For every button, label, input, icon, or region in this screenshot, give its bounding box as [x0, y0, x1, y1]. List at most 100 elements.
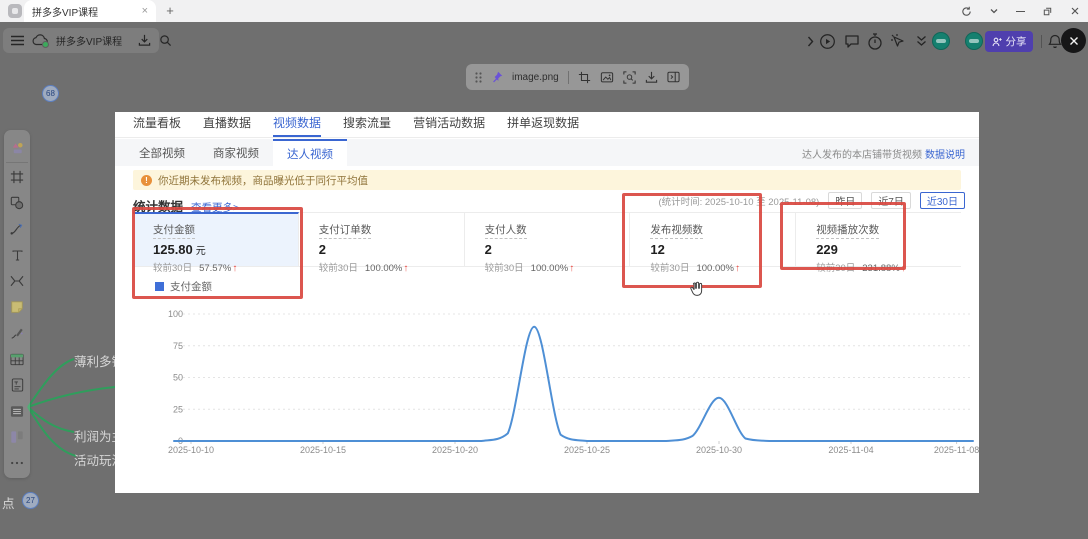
connector-tool[interactable]	[6, 216, 28, 242]
refresh-icon[interactable]	[953, 0, 980, 22]
node-count-badge[interactable]: 27	[22, 492, 39, 509]
cloud-sync-icon	[32, 33, 49, 48]
svg-text:50: 50	[173, 373, 183, 383]
mindmap-branches	[27, 358, 116, 457]
table-tool[interactable]	[6, 346, 28, 372]
more-tools[interactable]	[6, 450, 28, 476]
collapsed-node-text[interactable]: 点	[2, 497, 15, 511]
svg-text:25: 25	[173, 404, 183, 414]
mindmap-node-label[interactable]: 利润为主	[74, 430, 125, 444]
subtab-all-videos[interactable]: 全部视频	[139, 147, 185, 160]
tab-search-traffic[interactable]: 搜索流量	[343, 116, 392, 130]
data-explain-link[interactable]: 数据说明	[925, 150, 965, 161]
tab-live-data[interactable]: 直播数据	[203, 116, 252, 130]
stat-label: 支付人数	[484, 222, 527, 239]
double-chevron-down-icon[interactable]	[912, 32, 930, 50]
list-card-tool[interactable]	[6, 398, 28, 424]
stat-compare: 较前30日 100.00%↑	[318, 263, 409, 274]
stat-label: 视频播放次数	[816, 222, 880, 239]
time-range-label: (统计时间: 2025-10-10 至 2025-11-08)	[658, 196, 820, 208]
main-tabs: 流量看板 直播数据 视频数据 搜索流量 营销活动数据 拼单返现数据	[115, 112, 979, 138]
sticky-note-tool[interactable]	[6, 294, 28, 320]
dashboard-image[interactable]: 流量看板 直播数据 视频数据 搜索流量 营销活动数据 拼单返现数据 全部视频 商…	[115, 112, 979, 493]
annotation-rect-pay-amount[interactable]	[132, 207, 303, 299]
present-play-icon[interactable]	[818, 32, 836, 50]
download-image-icon[interactable]	[645, 71, 658, 84]
collaborator-avatar[interactable]	[932, 32, 950, 50]
restore-button[interactable]	[1034, 0, 1061, 22]
tab-close-icon[interactable]: ×	[141, 5, 148, 17]
account-avatar-close[interactable]	[1061, 28, 1086, 53]
app-logo-icon	[8, 4, 22, 18]
mindmap-node-label[interactable]: 薄利多销	[74, 355, 125, 369]
crop-icon[interactable]	[578, 71, 591, 84]
svg-text:2025-11-04: 2025-11-04	[828, 445, 873, 455]
stat-label: 支付金额	[153, 222, 195, 239]
browser-title-bar: 拼多多VIP课程 × +	[0, 0, 1088, 22]
collapse-arrow-icon[interactable]	[801, 32, 819, 50]
frame-tool[interactable]	[6, 164, 28, 190]
stat-value: 12	[650, 242, 665, 257]
stat-card-pay-amount[interactable]: 支付金额 125.80 元 较前30日 57.57%↑	[133, 212, 299, 274]
templates-tool[interactable]	[6, 134, 28, 163]
new-tab-button[interactable]: +	[166, 3, 174, 18]
subtab-merchant-videos[interactable]: 商家视频	[213, 147, 259, 160]
svg-text:75: 75	[173, 341, 183, 351]
whiteboard-canvas[interactable]: 拼多多VIP课程 分享	[0, 22, 1088, 539]
stat-label: 发布视频数	[650, 222, 703, 239]
tab-traffic-board[interactable]: 流量看板	[133, 116, 182, 130]
close-window-button[interactable]	[1061, 0, 1088, 22]
svg-text:2025-10-25: 2025-10-25	[564, 445, 610, 455]
shapes-tool[interactable]	[6, 190, 28, 216]
trend-up-icon: ↑	[232, 263, 238, 274]
annotation-rect-published-videos[interactable]	[622, 193, 762, 288]
preview-zoom-icon[interactable]	[623, 70, 636, 84]
browser-tab[interactable]: 拼多多VIP课程 ×	[24, 0, 156, 22]
tab-group-rebate-data[interactable]: 拼单返现数据	[507, 116, 580, 130]
laser-pointer-icon[interactable]	[889, 32, 907, 50]
chevron-down-icon[interactable]	[980, 0, 1007, 22]
node-count-badge[interactable]: 68	[42, 85, 59, 102]
document-title: 拼多多VIP课程	[56, 37, 123, 48]
comment-icon[interactable]	[843, 32, 861, 50]
chart-legend: 支付金额	[155, 279, 212, 294]
tab-video-data[interactable]: 视频数据	[273, 114, 322, 137]
menu-hamburger-icon[interactable]	[11, 35, 24, 46]
text-tool[interactable]	[6, 242, 28, 268]
window-controls	[953, 0, 1088, 22]
user-avatar[interactable]	[965, 32, 983, 50]
mindmap-tool[interactable]	[6, 268, 28, 294]
trend-up-icon: ↑	[734, 263, 740, 274]
svg-text:2025-11-08: 2025-11-08	[934, 445, 979, 455]
image-filename: image.png	[512, 71, 559, 83]
subtab-influencer-videos[interactable]: 达人视频	[273, 139, 347, 166]
stat-card-published-videos[interactable]: 发布视频数 12 较前30日 100.00%↑	[630, 212, 797, 274]
replace-image-icon[interactable]	[600, 71, 614, 84]
document-tool[interactable]	[6, 372, 28, 398]
stat-value: 2	[484, 242, 492, 257]
stat-card-pay-users[interactable]: 支付人数 2 较前30日 100.00%↑	[464, 212, 631, 274]
minimize-button[interactable]	[1007, 0, 1034, 22]
annotation-rect-video-plays[interactable]	[780, 202, 906, 270]
tab-marketing-data[interactable]: 营销活动数据	[413, 116, 486, 130]
download-icon[interactable]	[138, 34, 151, 47]
open-panel-icon[interactable]	[667, 71, 680, 83]
share-button[interactable]: 分享	[985, 31, 1033, 52]
svg-text:100: 100	[168, 309, 183, 319]
mindmap-node-label[interactable]: 活动玩法	[74, 454, 125, 468]
drag-handle[interactable]	[475, 71, 482, 83]
range-button-30d[interactable]: 近30日	[919, 192, 965, 209]
stat-card-pay-orders[interactable]: 支付订单数 2 较前30日 100.00%↑	[298, 212, 465, 274]
notification-bell-icon[interactable]	[1046, 32, 1064, 50]
timer-icon[interactable]	[866, 32, 884, 50]
search-icon[interactable]	[159, 34, 172, 47]
svg-text:2025-10-20: 2025-10-20	[432, 445, 478, 455]
kanban-tool[interactable]	[6, 424, 28, 450]
pen-tool[interactable]	[6, 320, 28, 346]
share-button-label: 分享	[1005, 36, 1027, 48]
pin-icon[interactable]	[491, 71, 503, 83]
stat-value: 229	[816, 242, 838, 257]
sub-tabs: 全部视频 商家视频 达人视频	[115, 139, 979, 166]
trend-up-icon: ↑	[569, 263, 575, 274]
